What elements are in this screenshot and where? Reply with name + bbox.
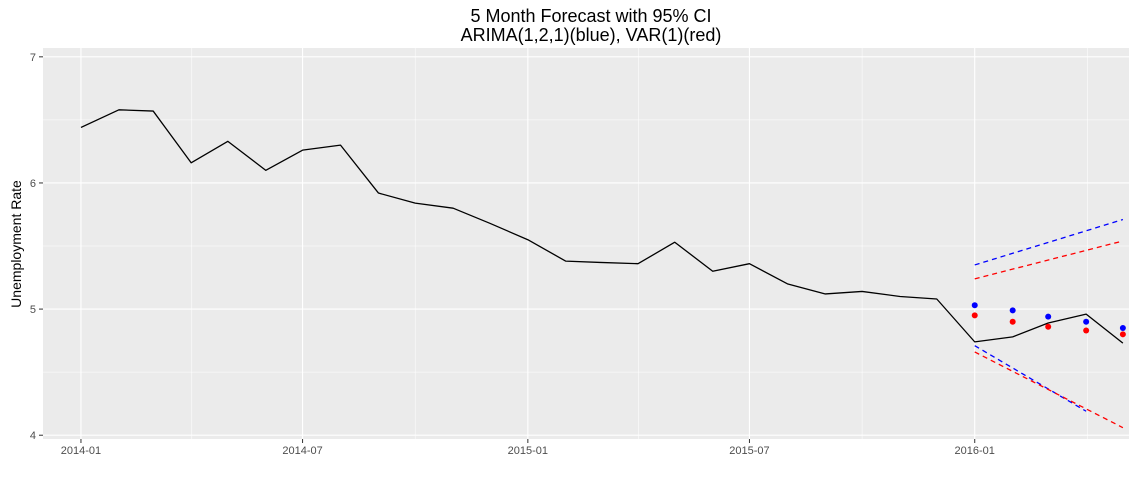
y-tick-label: 6 [30,178,36,190]
arima-lower-95-line [974,345,1087,412]
grid-major [43,48,1129,439]
x-axis: 2014-01 2014-07 2015-01 2015-07 2016-01 [61,439,995,457]
grid-minor [43,48,1129,439]
var-forecast-point [971,312,978,319]
arima-forecast-point [1045,313,1052,320]
y-axis: 4 5 6 7 [30,52,43,442]
arima-forecast-point [1119,325,1126,332]
x-tick-label: 2015-07 [729,445,769,457]
arima-forecast-point [1083,318,1090,325]
x-tick-label: 2014-07 [282,445,322,457]
var-forecast-point [1009,318,1016,325]
arima-forecast-point [1009,307,1016,314]
chart-marks [80,109,1126,429]
y-tick-label: 7 [30,52,36,64]
x-tick-label: 2015-01 [508,445,548,457]
observed-line [80,109,1124,344]
plot-panel [43,48,1129,439]
x-tick-label: 2014-01 [61,445,101,457]
var-forecast-point [1045,323,1052,330]
var-lower-95-line [974,351,1124,429]
arima-forecast-point [971,302,978,309]
var-forecast-point [1083,327,1090,334]
y-axis-title: Unemployment Rate [8,180,24,308]
y-tick-label: 4 [30,430,36,442]
x-tick-label: 2016-01 [955,445,995,457]
y-tick-label: 5 [30,304,36,316]
var-upper-95-line [974,240,1124,280]
chart-title: 5 Month Forecast with 95% CI [470,6,711,26]
arima-upper-95-line [974,218,1124,266]
chart-subtitle: ARIMA(1,2,1)(blue), VAR(1)(red) [461,25,722,45]
var-forecast-point [1119,331,1126,338]
